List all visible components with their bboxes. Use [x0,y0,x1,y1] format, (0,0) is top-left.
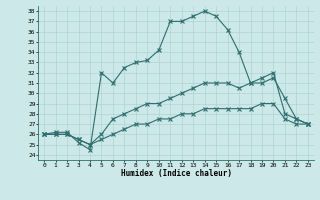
X-axis label: Humidex (Indice chaleur): Humidex (Indice chaleur) [121,169,231,178]
